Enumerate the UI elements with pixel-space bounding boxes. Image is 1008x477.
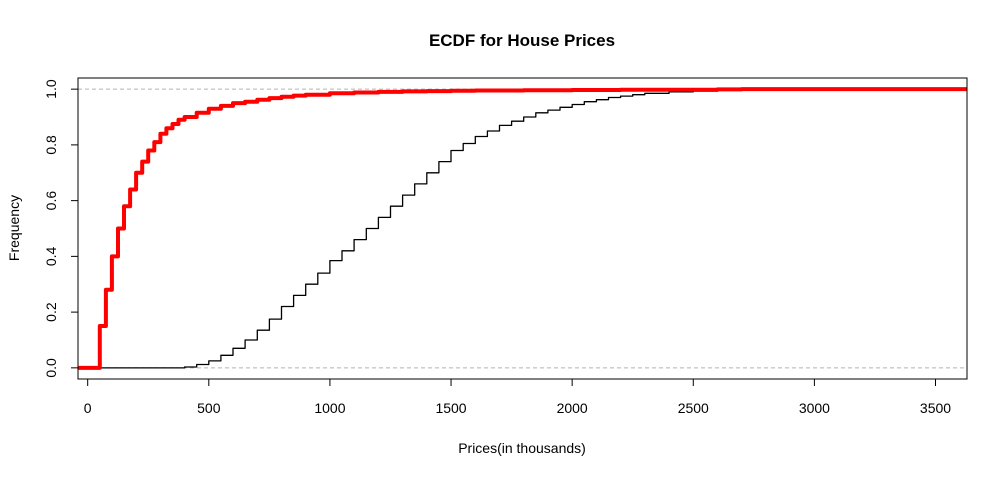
y-tick-label: 0.8 <box>43 135 59 155</box>
reference-lines <box>78 88 967 369</box>
y-tick-label: 1.0 <box>43 79 59 99</box>
x-tick-label: 0 <box>84 400 92 416</box>
x-tick-label: 2000 <box>557 400 588 416</box>
x-tick-label: 2500 <box>678 400 709 416</box>
x-tick-label: 500 <box>197 400 221 416</box>
y-axis-label: Frequency <box>6 195 22 261</box>
x-tick-label: 1500 <box>435 400 466 416</box>
x-tick-label: 1000 <box>314 400 345 416</box>
x-tick-label: 3500 <box>920 400 951 416</box>
chart-title: ECDF for House Prices <box>429 31 615 50</box>
ecdf-line-red <box>78 87 967 370</box>
y-tick-label: 0.6 <box>43 191 59 211</box>
x-tick-label: 3000 <box>799 400 830 416</box>
y-tick-label: 0.0 <box>43 358 59 378</box>
plot-frame <box>77 77 968 380</box>
x-axis-label: Prices(in thousands) <box>458 440 586 456</box>
y-tick-label: 0.4 <box>43 246 59 266</box>
x-axis: 0 500 1000 1500 2000 2500 3000 3500 <box>84 379 951 416</box>
y-tick-label: 0.2 <box>43 302 59 322</box>
series-layer <box>78 87 967 370</box>
ecdf-line-black <box>78 88 967 369</box>
y-axis: 0.0 0.2 0.4 0.6 0.8 1.0 <box>43 79 78 378</box>
